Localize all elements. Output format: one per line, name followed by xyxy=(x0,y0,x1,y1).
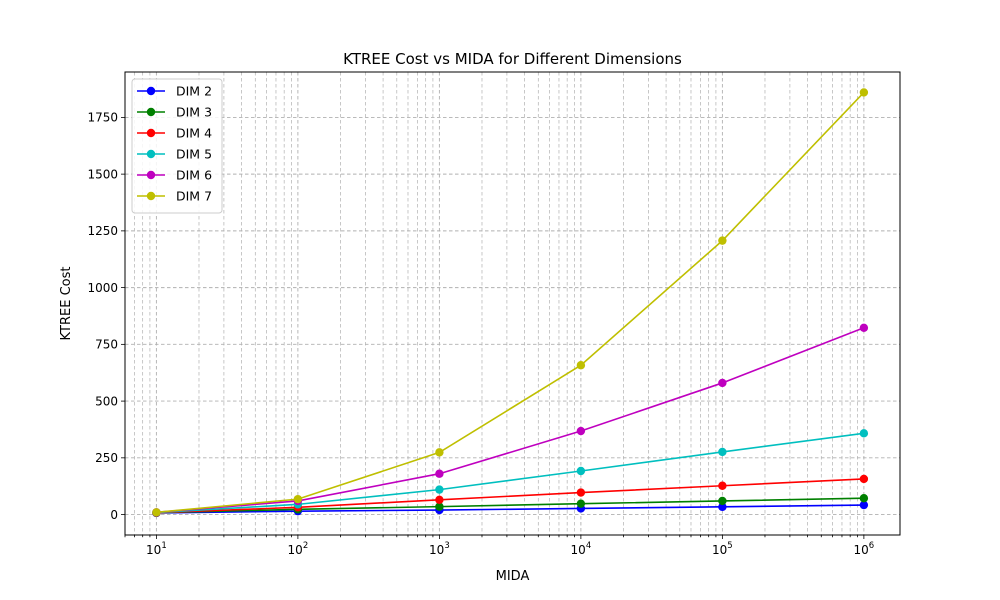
x-tick-exponent: 6 xyxy=(869,541,874,551)
y-tick-label: 1750 xyxy=(87,111,118,125)
y-axis-label: KTREE Cost xyxy=(59,267,74,341)
data-point xyxy=(435,495,444,505)
series-line xyxy=(156,432,864,514)
data-point xyxy=(718,447,727,457)
y-tick-label: 250 xyxy=(95,451,118,465)
data-point xyxy=(718,502,727,512)
y-tick-label: 750 xyxy=(95,338,118,352)
legend-swatch-marker xyxy=(146,86,156,96)
x-tick-exponent: 2 xyxy=(303,541,308,551)
legend-item: DIM 5 xyxy=(137,147,212,162)
x-tick-exponent: 3 xyxy=(444,541,449,551)
x-tick-base: 10 xyxy=(854,543,869,557)
legend-label: DIM 3 xyxy=(176,105,212,120)
data-point xyxy=(435,502,444,511)
y-tick-label: 1000 xyxy=(87,281,118,295)
data-point xyxy=(576,426,586,436)
series-line xyxy=(156,497,864,514)
data-point xyxy=(718,496,727,506)
series-line xyxy=(156,327,865,514)
legend-swatch-marker xyxy=(146,149,156,159)
data-point xyxy=(435,448,444,457)
series-6 xyxy=(152,88,869,517)
chart-title: KTREE Cost vs MIDA for Different Dimensi… xyxy=(343,50,682,68)
legend-label: DIM 2 xyxy=(176,84,212,99)
y-tick-label: 1500 xyxy=(87,167,118,181)
legend-label: DIM 5 xyxy=(176,147,212,162)
data-point xyxy=(859,323,869,332)
data-point xyxy=(859,500,869,510)
data-point xyxy=(718,236,727,245)
data-point xyxy=(576,466,586,476)
data-point xyxy=(152,508,161,517)
legend-label: DIM 6 xyxy=(176,168,212,183)
x-tick-exponent: 5 xyxy=(727,541,732,551)
x-tick-base: 10 xyxy=(712,543,727,557)
data-point xyxy=(859,429,869,438)
legend: DIM 2 DIM 3 DIM 4 DIM 5 DIM 6 DIM 7 xyxy=(131,78,223,214)
legend-item: DIM 3 xyxy=(137,105,212,120)
series-group xyxy=(152,88,869,518)
data-point xyxy=(576,361,586,370)
series-line xyxy=(156,478,864,514)
axes: 101 102 103 104 105 1060250500750100012501500… xyxy=(87,111,874,557)
x-tick-base: 10 xyxy=(146,543,161,557)
legend-swatch-marker xyxy=(146,170,156,180)
series-line xyxy=(156,504,864,514)
x-tick-label: 105 xyxy=(712,541,733,557)
legend-label: DIM 7 xyxy=(176,189,212,204)
data-point xyxy=(576,499,586,508)
data-point xyxy=(293,494,303,504)
y-tick-label: 0 xyxy=(110,508,118,522)
x-tick-exponent: 1 xyxy=(161,541,166,551)
x-tick-label: 101 xyxy=(146,541,167,557)
data-point xyxy=(435,469,444,478)
x-tick-base: 10 xyxy=(571,543,586,557)
data-point xyxy=(435,485,444,494)
data-point xyxy=(859,88,869,97)
x-tick-label: 104 xyxy=(571,541,592,557)
legend-label: DIM 4 xyxy=(176,126,212,141)
data-point xyxy=(859,474,869,484)
series-line xyxy=(156,91,865,514)
x-tick-label: 103 xyxy=(429,541,450,557)
data-point xyxy=(859,494,869,503)
y-tick-label: 500 xyxy=(95,394,118,408)
legend-item: DIM 6 xyxy=(137,168,212,183)
legend-item: DIM 7 xyxy=(137,189,212,204)
data-point xyxy=(718,481,727,490)
data-point xyxy=(576,488,586,497)
x-axis-label: MIDA xyxy=(496,569,530,584)
x-tick-base: 10 xyxy=(429,543,444,557)
x-tick-exponent: 4 xyxy=(586,541,591,551)
legend-swatch-marker xyxy=(146,191,156,201)
plot-area xyxy=(124,71,901,536)
x-tick-label: 106 xyxy=(854,541,875,557)
data-point xyxy=(718,378,727,388)
x-tick-label: 102 xyxy=(288,541,309,557)
y-tick-label: 1250 xyxy=(87,224,118,238)
legend-swatch-marker xyxy=(146,107,156,117)
legend-swatch-marker xyxy=(146,128,156,138)
legend-item: DIM 4 xyxy=(137,126,212,141)
grid xyxy=(124,72,900,535)
x-tick-base: 10 xyxy=(288,543,303,557)
legend-item: DIM 2 xyxy=(137,84,212,99)
